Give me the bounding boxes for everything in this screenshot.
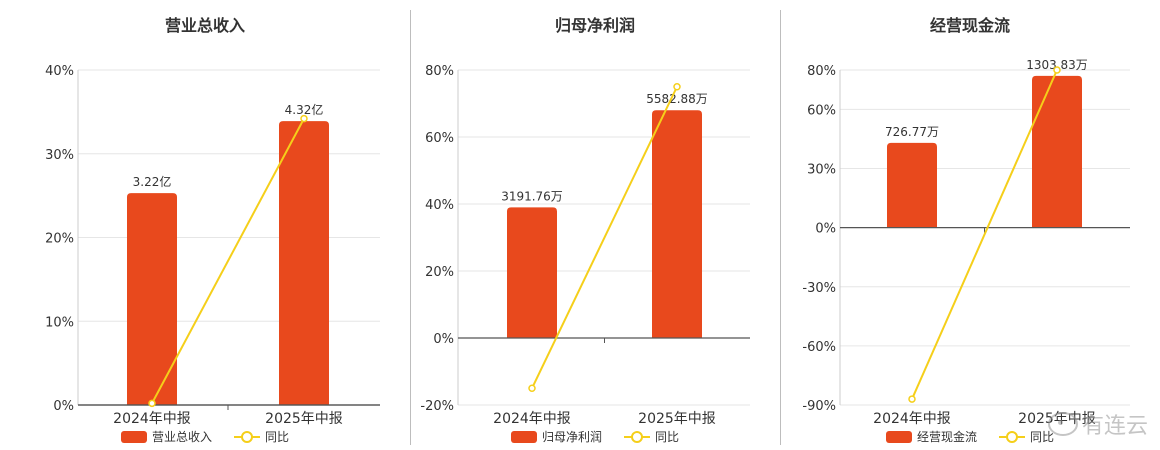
x-tick-label: 2024年中报	[873, 411, 951, 427]
bar	[887, 142, 937, 228]
legend-bar-swatch	[120, 430, 147, 443]
bar-data-label: 1303.83万	[1026, 58, 1088, 72]
y-tick-label: 80%	[807, 64, 836, 79]
y-tick-label: 80%	[425, 64, 454, 79]
chart-legend: 营业总收入 同比	[0, 428, 410, 445]
y-tick-label: 20%	[425, 265, 454, 280]
chart-legend: 经营现金流 同比	[780, 428, 1160, 445]
x-tick-label: 2024年中报	[493, 411, 571, 427]
y-tick-label: -30%	[802, 281, 836, 296]
chart-title: 归母净利润	[554, 16, 635, 35]
chart-panel-3: 经营现金流 -90% -60% -30% 0% 30% 60% 80% 726.77万 1303.…	[780, 0, 1160, 450]
watermark-text: 有连云	[1081, 414, 1148, 439]
legend-line-label: 同比	[1030, 430, 1055, 444]
y-tick-label: -90%	[802, 399, 836, 414]
chart-svg: -20% 0% 20% 40% 60% 80% 3191.76万 5582.88万 2024年中…	[420, 64, 750, 427]
legend-bar-label: 归母净利润	[541, 430, 602, 444]
y-tick-label: 20%	[45, 232, 74, 247]
bar-data-label: 726.77万	[885, 125, 939, 139]
bar	[127, 193, 177, 405]
y-tick-label: 0%	[53, 399, 74, 414]
bar-data-label: 5582.88万	[646, 92, 708, 106]
bar	[1032, 75, 1082, 228]
chart-panel-1: 营业总收入 0% 10% 20% 30% 40% 3.22亿 4.32亿 2024年中报 2025…	[0, 0, 410, 450]
yoy-point	[528, 384, 536, 392]
x-tick-label: 2025年中报	[638, 411, 716, 427]
bar-data-label: 3.22亿	[133, 174, 172, 189]
y-tick-label: -20%	[420, 399, 454, 414]
bar	[507, 207, 557, 338]
y-tick-label: 30%	[807, 163, 836, 178]
y-tick-label: -60%	[802, 340, 836, 355]
chart-title: 经营现金流	[929, 16, 1010, 35]
legend-line-label: 同比	[655, 430, 680, 444]
y-tick-label: 0%	[815, 222, 836, 237]
y-tick-label: 60%	[425, 131, 454, 146]
bar	[279, 121, 329, 406]
y-tick-label: 10%	[45, 315, 74, 330]
y-tick-label: 40%	[425, 198, 454, 213]
y-tick-label: 40%	[45, 64, 74, 79]
x-tick-label: 2024年中报	[113, 411, 191, 427]
chart-title: 营业总收入	[164, 16, 245, 35]
bar	[652, 110, 702, 338]
chart-svg: -90% -60% -30% 0% 30% 60% 80% 726.77万 1303.83万 20…	[802, 58, 1130, 427]
legend-bar-label: 经营现金流	[916, 430, 977, 444]
yoy-point	[300, 114, 308, 123]
bar-data-label: 3191.76万	[501, 189, 563, 203]
legend-bar-swatch	[510, 430, 537, 443]
bar-data-label: 4.32亿	[285, 102, 324, 117]
x-tick-label: 2025年中报	[265, 411, 343, 427]
yoy-point	[148, 399, 156, 408]
panel-separator	[410, 10, 411, 445]
legend-line-swatch	[234, 430, 260, 443]
chart-svg: 0% 10% 20% 30% 40% 3.22亿 4.32亿 2024年中报 2025年中报	[45, 64, 380, 427]
yoy-point	[1053, 66, 1061, 74]
legend-line-label: 同比	[265, 430, 290, 444]
yoy-point	[673, 83, 681, 91]
weibo-logo-icon	[1047, 412, 1078, 436]
y-tick-label: 0%	[433, 332, 454, 347]
chart-panel-2: 归母净利润 -20% 0% 20% 40% 60% 80% 3191.76万 5582.88万 2…	[410, 0, 780, 450]
legend-bar-label: 营业总收入	[151, 430, 212, 444]
panel-separator	[780, 10, 781, 445]
watermark: 有连云	[1047, 408, 1148, 440]
legend-bar-swatch	[885, 430, 912, 443]
legend-line-swatch	[999, 430, 1025, 443]
chart-legend: 归母净利润 同比	[410, 428, 780, 445]
legend-line-swatch	[624, 430, 650, 443]
yoy-line	[151, 118, 305, 404]
yoy-point	[908, 395, 916, 403]
yoy-line	[911, 69, 1058, 400]
y-tick-label: 60%	[807, 103, 836, 118]
y-tick-label: 30%	[45, 148, 74, 163]
yoy-line	[531, 86, 678, 389]
